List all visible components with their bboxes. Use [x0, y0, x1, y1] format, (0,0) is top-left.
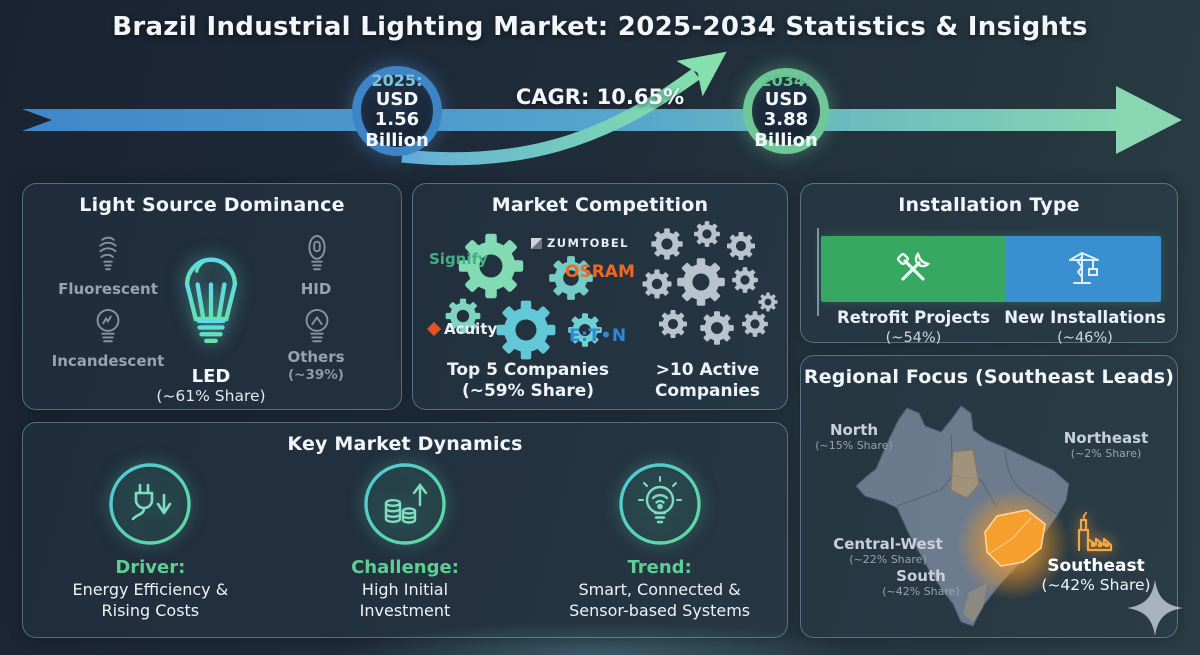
- panel-key-market-dynamics-title: Key Market Dynamics: [287, 433, 523, 455]
- growth-arrow-icon: [401, 51, 727, 166]
- new-installations-segment: [1004, 236, 1161, 302]
- dynamics-item-driver: Driver: Energy Efficiency & Rising Costs: [25, 459, 275, 622]
- panel-light-source-title: Light Source Dominance: [79, 194, 345, 216]
- active-companies-label: >10 Active Companies: [635, 360, 780, 403]
- top5-label-line1: Top 5 Companies: [447, 360, 609, 380]
- zumtobel-logo-text: ZUMTOBEL: [547, 236, 629, 250]
- page-title: Brazil Industrial Lighting Market: 2025-…: [112, 12, 1088, 42]
- panel-light-source: Light Source Dominance Fluorescent Incan…: [22, 183, 402, 410]
- timeline-arrowhead-icon: [1116, 86, 1182, 154]
- active-companies-line2: Companies: [654, 381, 761, 402]
- trend-desc: Smart, Connected & Sensor-based Systems: [569, 580, 751, 620]
- milestone-2025-value: USD 1.56 Billion: [365, 89, 429, 151]
- milestone-2034-year: 2034:: [760, 71, 812, 91]
- new-installations-label: New Installations (~46%): [1001, 308, 1169, 347]
- region-label-northeast: Northeast (~2% Share): [1051, 430, 1161, 460]
- sparkle-icon: [1127, 580, 1183, 636]
- active-companies-line1: >10 Active: [655, 360, 760, 380]
- hid-bulb-icon: [308, 235, 326, 271]
- dynamics-item-challenge: Challenge: High Initial Investment: [280, 459, 530, 622]
- retrofit-share: (~54%): [885, 329, 942, 346]
- new-installations-label-text: New Installations: [1004, 308, 1166, 327]
- southeast-share: (~42% Share): [1041, 576, 1151, 594]
- coins-investment-icon: [364, 463, 446, 545]
- brazil-map: [855, 405, 1070, 627]
- panel-installation-type: Installation Type: [800, 183, 1178, 346]
- southeast-name: Southeast: [1047, 556, 1145, 576]
- top5-label-line2: (~59% Share): [461, 381, 595, 402]
- region-label-central-west: Central-West (~22% Share): [817, 536, 959, 566]
- factory-icon: [1077, 512, 1113, 552]
- retrofit-segment: [821, 236, 1005, 302]
- region-label-north: North (~15% Share): [809, 422, 899, 452]
- acuity-logo-icon: [426, 321, 442, 337]
- osram-logo-text: OSRAM: [565, 262, 635, 282]
- milestone-2025: 2025: USD 1.56 Billion: [352, 66, 442, 156]
- incandescent-label: Incandescent: [51, 352, 165, 370]
- incandescent-bulb-icon: [96, 308, 120, 343]
- bottom-glow-decoration: [336, 621, 864, 655]
- fluorescent-bulb-icon: [99, 236, 117, 271]
- plug-energy-icon: [109, 463, 192, 545]
- osram-logo: OSRAM: [565, 262, 635, 282]
- panel-market-competition: Market Competition Signify ZUMTOBEL OSRA…: [412, 183, 788, 410]
- south-share: (~42% Share): [882, 584, 960, 598]
- installation-bar: [821, 236, 1161, 302]
- driver-label: Driver:: [115, 557, 186, 578]
- others-label: Others: [287, 348, 345, 366]
- challenge-label: Challenge:: [351, 557, 459, 578]
- northeast-share: (~2% Share): [1070, 446, 1142, 460]
- timeline-bar: [22, 109, 1122, 131]
- led-bulb-icon: [184, 257, 238, 344]
- signify-logo-text: Signify: [429, 250, 488, 268]
- cagr-label: CAGR: 10.65%: [515, 85, 685, 109]
- smart-bulb-icon: [618, 463, 701, 545]
- milestone-2034-value: USD 3.88 Billion: [754, 89, 818, 151]
- panel-installation-type-title: Installation Type: [898, 194, 1080, 216]
- led-label: LED: [191, 366, 231, 387]
- north-share: (~15% Share): [815, 438, 893, 452]
- signify-logo: Signify: [429, 250, 488, 268]
- milestone-2025-year: 2025:: [371, 71, 423, 91]
- northeast-name: Northeast: [1063, 429, 1149, 447]
- challenge-desc: High Initial Investment: [359, 580, 451, 620]
- active-companies-gear-cluster-icon: [642, 221, 778, 345]
- panel-regional-focus-title: Regional Focus (Southeast Leads): [803, 366, 1175, 388]
- panel-regional-focus: Regional Focus (Southeast Leads) North (…: [800, 355, 1183, 638]
- installation-axis-line: [817, 228, 819, 316]
- trend-label: Trend:: [627, 557, 692, 578]
- acuity-logo: Acuity: [426, 320, 498, 338]
- dynamics-item-trend: Trend: Smart, Connected & Sensor-based S…: [535, 459, 785, 622]
- retrofit-label: Retrofit Projects (~54%): [811, 308, 1016, 347]
- crane-icon: [1068, 252, 1099, 284]
- dynamics-row: Driver: Energy Efficiency & Rising Costs…: [23, 459, 787, 622]
- panel-key-market-dynamics: Key Market Dynamics Driver: Energy Effic…: [22, 422, 788, 638]
- central-west-share: (~22% Share): [849, 552, 927, 566]
- panel-market-competition-title: Market Competition: [491, 194, 709, 216]
- driver-desc: Energy Efficiency & Rising Costs: [72, 580, 229, 620]
- tools-icon: [896, 251, 930, 281]
- led-share: (~61% Share): [156, 387, 266, 405]
- others-share: (~39%): [288, 367, 344, 383]
- region-label-south: South (~42% Share): [871, 568, 971, 598]
- milestone-2034: 2034: USD 3.88 Billion: [743, 68, 829, 154]
- others-bulb-icon: [305, 308, 329, 343]
- zumtobel-logo-icon: [531, 237, 542, 249]
- retrofit-label-text: Retrofit Projects: [836, 308, 991, 327]
- eaton-logo: E:T•N: [569, 326, 627, 346]
- fluorescent-label: Fluorescent: [58, 280, 158, 298]
- south-name: South: [896, 567, 946, 585]
- zumtobel-logo: ZUMTOBEL: [531, 236, 629, 250]
- top5-label: Top 5 Companies (~59% Share): [423, 360, 633, 403]
- new-installations-share: (~46%): [1057, 329, 1113, 346]
- region-label-southeast: Southeast (~42% Share): [1034, 556, 1158, 594]
- acuity-logo-text: Acuity: [444, 320, 498, 338]
- central-west-name: Central-West: [833, 535, 943, 553]
- north-name: North: [829, 421, 879, 439]
- hid-label: HID: [300, 280, 332, 298]
- eaton-logo-text: E:T•N: [569, 326, 627, 346]
